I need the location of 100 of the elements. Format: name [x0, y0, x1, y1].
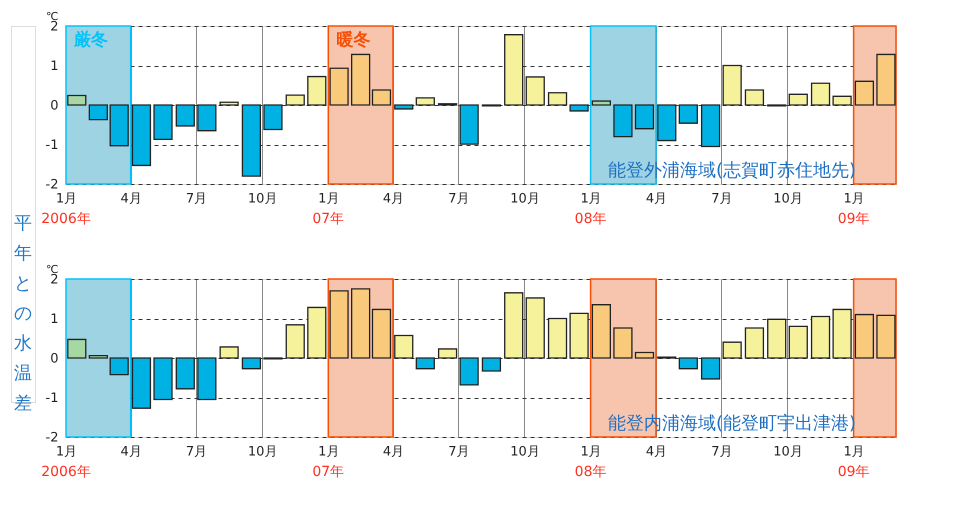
bar	[526, 297, 545, 359]
bar	[548, 92, 568, 106]
bar	[504, 292, 524, 359]
bar	[613, 104, 633, 138]
bar	[744, 89, 764, 106]
bar	[504, 34, 524, 106]
x-tick-label: 4月	[120, 444, 142, 460]
bar	[132, 104, 152, 166]
bar	[416, 97, 435, 106]
bar	[678, 357, 698, 370]
bar	[592, 304, 611, 359]
y-tick-label: 0	[50, 98, 58, 114]
bar	[569, 104, 589, 112]
bar	[634, 104, 654, 130]
x-tick-label: 7月	[186, 192, 208, 206]
y-tick-label: 1	[50, 312, 58, 327]
text: 2006年	[41, 464, 91, 480]
bar	[197, 357, 216, 400]
bar	[744, 327, 764, 359]
band-label: 厳冬	[73, 30, 108, 50]
bar	[700, 104, 720, 148]
y-tick-label: 2	[50, 272, 58, 288]
y-tick-label: -2	[46, 178, 58, 192]
x-tick-label: 10月	[510, 444, 540, 460]
x-tick-label: 7月	[186, 444, 208, 460]
x-tick-label: 1月	[56, 192, 78, 206]
bar	[876, 314, 896, 359]
text: 2006年	[41, 211, 91, 227]
bar	[722, 342, 742, 359]
text: 07年	[312, 211, 344, 227]
bar	[416, 357, 435, 370]
bar	[832, 308, 852, 359]
bar	[832, 96, 852, 106]
bar	[67, 94, 86, 106]
y-axis-title: 平年との水温差	[14, 213, 32, 414]
x-tick-label: 4月	[120, 192, 142, 206]
bar	[788, 326, 808, 359]
bar	[854, 80, 874, 106]
x-tick-label: 4月	[646, 192, 668, 206]
x-tick-label: 1月	[580, 192, 602, 206]
bar	[286, 324, 305, 359]
bar	[634, 352, 654, 359]
bar	[700, 357, 720, 380]
y-tick-label: 2	[50, 20, 58, 34]
bar	[329, 290, 349, 359]
x-tick-label: 1月	[318, 192, 340, 206]
text: 08年	[574, 464, 607, 480]
x-tick-label: 10月	[248, 444, 278, 460]
x-tick-label: 10月	[773, 192, 803, 206]
x-tick-label: 1月	[56, 444, 78, 460]
bar	[810, 316, 830, 359]
x-tick-label: 4月	[382, 192, 404, 206]
bar	[460, 357, 479, 386]
bar	[854, 314, 874, 359]
bar	[767, 318, 786, 359]
bar	[788, 94, 808, 106]
x-tick-label: 4月	[646, 444, 668, 460]
bar	[197, 104, 216, 132]
x-tick-label: 7月	[448, 444, 470, 460]
bar	[263, 104, 283, 130]
text: 09年	[838, 211, 870, 227]
bar	[526, 76, 545, 106]
bar	[153, 357, 173, 400]
bar	[810, 82, 830, 106]
x-tick-label: 10月	[510, 192, 540, 206]
text: 08年	[574, 211, 607, 227]
bar	[242, 104, 262, 177]
bar	[153, 104, 173, 140]
x-tick-label: 1月	[843, 192, 865, 206]
bar	[592, 100, 611, 106]
x-tick-label: 7月	[711, 192, 733, 206]
bar	[548, 318, 568, 359]
x-tick-label: 10月	[248, 192, 278, 206]
y-tick-label: -1	[46, 138, 58, 153]
bar	[307, 76, 326, 106]
y-tick-label: 0	[50, 352, 58, 366]
y-tick-label: -1	[46, 391, 58, 406]
band-label: 暖冬	[336, 30, 370, 50]
bar	[876, 54, 896, 106]
bar	[438, 348, 458, 359]
bar	[613, 327, 633, 359]
y-tick-label: 1	[50, 59, 58, 74]
bar	[286, 94, 305, 106]
x-tick-label: 1月	[843, 444, 865, 460]
bar	[176, 357, 195, 390]
x-tick-label: 7月	[711, 444, 733, 460]
x-tick-label: 4月	[382, 444, 404, 460]
bar	[307, 306, 326, 359]
bar	[482, 357, 502, 372]
bar	[242, 357, 262, 370]
bar	[678, 104, 698, 124]
bar	[176, 104, 195, 127]
x-tick-label: 1月	[580, 444, 602, 460]
bar	[657, 104, 676, 142]
bar	[394, 334, 414, 359]
bar	[219, 346, 239, 359]
bar	[132, 357, 152, 409]
text: 09年	[838, 464, 870, 480]
y-tick-label: -2	[46, 430, 58, 446]
bar	[67, 338, 86, 359]
